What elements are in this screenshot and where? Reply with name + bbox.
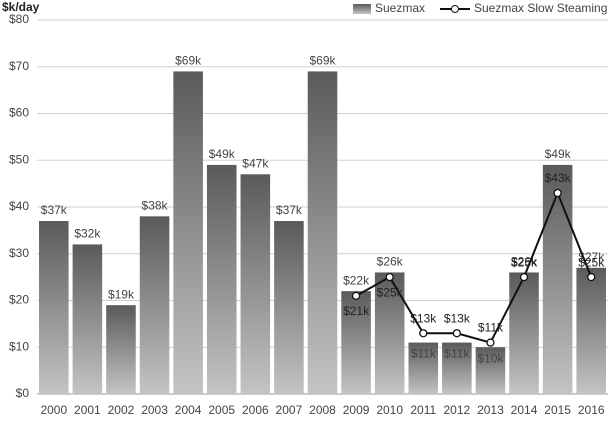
y-axis-label: $k/day [2, 0, 40, 14]
line-value-label: $25k [511, 255, 538, 269]
bar [206, 164, 237, 394]
x-tick-label: 2015 [544, 403, 571, 417]
line-point [419, 329, 428, 338]
line-value-label: $13k [410, 311, 437, 325]
y-tick-label: $40 [9, 199, 29, 213]
bar [542, 164, 573, 394]
bar [442, 342, 472, 394]
y-tick-label: $20 [9, 293, 29, 307]
y-tick-label: $70 [9, 59, 29, 73]
bar-value-label: $19k [108, 287, 135, 301]
x-tick-label: 2000 [40, 403, 67, 417]
x-tick-label: 2007 [276, 403, 303, 417]
bar-value-label: $69k [309, 54, 336, 68]
line-value-label: $25k [377, 285, 404, 299]
x-tick-label: 2001 [74, 403, 101, 417]
line-value-label: $21k [343, 304, 370, 318]
x-tick-label: 2012 [444, 403, 471, 417]
y-tick-label: $10 [9, 339, 29, 353]
bar [341, 291, 371, 394]
bar [576, 267, 606, 394]
bar [509, 272, 539, 394]
bar [39, 221, 69, 394]
x-tick-label: 2008 [309, 403, 336, 417]
x-tick-label: 2011 [410, 403, 436, 417]
line-point [553, 188, 562, 198]
line-point [519, 272, 529, 282]
bar [173, 71, 203, 395]
bar [139, 216, 170, 394]
line-value-label: $13k [444, 311, 471, 325]
x-tick-label: 2005 [208, 403, 235, 417]
y-tick-label: $50 [9, 152, 29, 166]
x-tick-label: 2013 [477, 403, 504, 417]
bar-value-label: $11k [411, 347, 437, 361]
bar-value-label: $49k [209, 147, 236, 161]
y-tick-label: $30 [9, 246, 29, 260]
y-tick-label: $0 [16, 386, 30, 400]
x-tick-label: 2004 [175, 403, 202, 417]
bar [72, 244, 103, 394]
bar [408, 342, 439, 394]
x-tick-label: 2002 [108, 403, 135, 417]
bar-value-label: $37k [276, 203, 303, 217]
bar-value-label: $22k [343, 273, 370, 287]
bar-value-label: $69k [175, 54, 202, 68]
legend-marker [451, 5, 459, 13]
legend-label: Suezmax [375, 1, 425, 15]
line-point [452, 329, 462, 338]
line-point [486, 338, 495, 347]
line-value-label: $11k [478, 321, 504, 335]
bar-value-label: $26k [377, 255, 404, 269]
line-point [385, 272, 394, 282]
x-tick-label: 2014 [511, 403, 538, 417]
bar [307, 71, 338, 395]
x-tick-label: 2016 [578, 403, 605, 417]
line-value-label: $43k [545, 171, 572, 185]
bar-value-label: $10k [477, 351, 504, 365]
x-tick-label: 2009 [343, 403, 370, 417]
bar-value-label: $38k [142, 199, 169, 213]
x-tick-label: 2006 [242, 403, 269, 417]
line-point [587, 272, 596, 282]
line-value-label: $25k [578, 255, 605, 269]
bar [240, 174, 271, 394]
bar-value-label: $37k [41, 203, 68, 217]
legend-swatch [353, 4, 371, 14]
bar [475, 347, 506, 394]
line [355, 190, 593, 344]
bar-value-label: $32k [74, 227, 101, 241]
bar-value-label: $49k [545, 147, 572, 161]
x-tick-label: 2003 [141, 403, 168, 417]
x-tick-label: 2010 [376, 403, 403, 417]
bar-value-label: $47k [242, 156, 269, 170]
legend-label: Suezmax Slow Steaming [474, 1, 607, 15]
y-tick-label: $80 [9, 12, 29, 26]
bar-value-label: $11k [444, 347, 470, 361]
bar [106, 305, 136, 394]
bar [274, 221, 304, 394]
line-point [351, 291, 361, 300]
y-tick-label: $60 [9, 106, 29, 120]
